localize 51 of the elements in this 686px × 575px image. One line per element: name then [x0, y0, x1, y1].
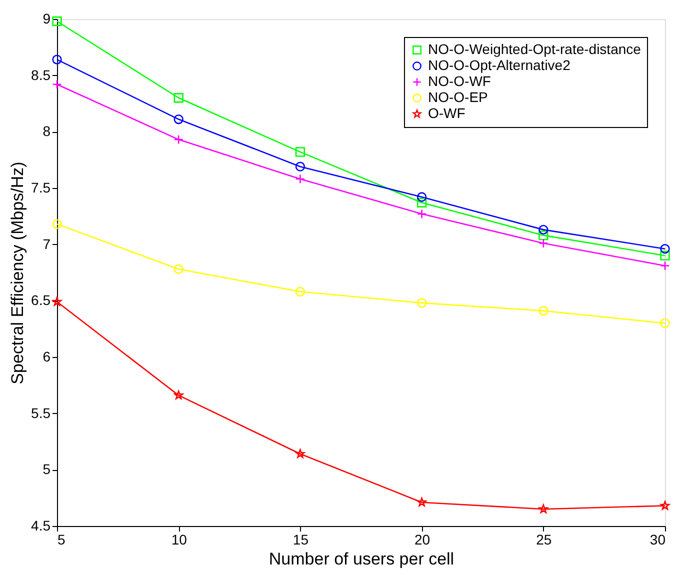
x-tick-label: 20 [414, 532, 430, 548]
point [174, 390, 184, 400]
y-tick-label: 6 [42, 348, 51, 364]
y-tick-label: 5 [42, 461, 51, 478]
point [174, 93, 184, 103]
y-tick-label: 7.5 [31, 180, 51, 196]
point [538, 238, 548, 248]
point [52, 296, 62, 306]
legend-label: NO-O-EP [428, 89, 488, 105]
point [295, 147, 306, 157]
point [52, 54, 62, 64]
point [295, 162, 306, 172]
legend-label: NO-O-Weighted-Opt-rate-distance [428, 41, 642, 57]
point [538, 504, 548, 514]
point [52, 80, 62, 90]
point [660, 500, 670, 510]
y-tick-label: 9 [42, 10, 51, 26]
y-tick-label: 5.5 [31, 404, 51, 421]
point [174, 134, 184, 144]
x-tick-label: 15 [292, 532, 309, 548]
y-tick-label: 7 [42, 236, 51, 252]
legend-label: NO-O-Opt-Alternative2 [428, 57, 571, 73]
point [660, 260, 670, 271]
point [52, 219, 62, 229]
point [660, 318, 670, 328]
y-tick-label: 4.5 [31, 518, 51, 534]
y-tick-label: 6.5 [31, 292, 51, 308]
point [538, 306, 548, 316]
point [174, 114, 184, 124]
point [538, 230, 548, 240]
point [538, 224, 548, 235]
point [416, 209, 427, 219]
x-tick-label: 10 [171, 532, 188, 548]
x-tick-label: 25 [536, 532, 552, 548]
point [174, 264, 184, 274]
point [416, 298, 427, 308]
y-tick-label: 8.5 [31, 66, 51, 83]
y-tick-label: 8 [42, 123, 51, 140]
point [295, 174, 306, 184]
point [660, 244, 670, 254]
point [52, 16, 62, 26]
x-tick-label: 30 [650, 532, 666, 548]
x-tick-label: 5 [58, 532, 66, 548]
point [660, 250, 670, 260]
legend-label: NO-O-WF [428, 73, 491, 89]
point [416, 198, 427, 208]
point [295, 286, 306, 296]
legend-label: O-WF [428, 105, 466, 121]
y-axis-title: Spectral Efficiency (Mbps/Hz) [8, 162, 28, 384]
x-axis-title: Number of users per cell [268, 550, 454, 568]
point [416, 192, 427, 202]
